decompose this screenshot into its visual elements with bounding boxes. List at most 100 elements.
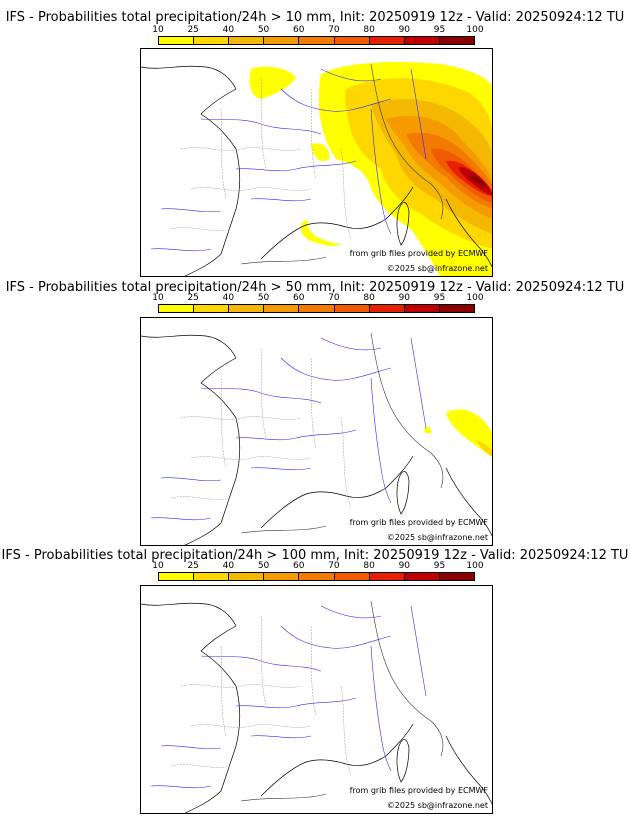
legend-tick: 80 <box>363 25 375 35</box>
legend-swatch <box>229 573 265 580</box>
italy-coast <box>445 467 492 537</box>
river <box>150 517 212 521</box>
corsica-coast <box>396 739 410 783</box>
river <box>320 337 382 351</box>
legend-swatch <box>439 305 474 312</box>
legend-tick: 90 <box>398 561 411 571</box>
river <box>370 645 392 772</box>
legend-swatch <box>159 305 195 312</box>
river <box>200 118 322 135</box>
italy-coast <box>445 735 492 805</box>
legend-tick: 50 <box>257 293 270 303</box>
legend-ticks: 10 25 40 50 60 70 80 90 95 100 <box>152 25 483 35</box>
legend-tick: 90 <box>398 293 411 303</box>
river <box>235 429 357 441</box>
legend-swatch <box>194 305 230 312</box>
rivers <box>150 68 427 252</box>
river <box>320 68 382 82</box>
coastline-mediterranean <box>260 723 414 797</box>
border <box>170 496 232 500</box>
border <box>260 78 267 170</box>
country-border <box>370 600 444 757</box>
legend-tick: 70 <box>328 25 340 35</box>
river <box>410 337 427 429</box>
border <box>170 227 232 231</box>
border <box>190 187 312 191</box>
probability-map: from grib files provided by ECMWF ©2025 … <box>140 317 493 546</box>
legend-tick: 60 <box>293 561 305 571</box>
border <box>220 377 227 469</box>
legend-tick: 100 <box>466 293 484 303</box>
legend-tick: 70 <box>328 561 340 571</box>
border <box>310 625 317 717</box>
legend-tick: 10 <box>152 293 164 303</box>
legend-swatch <box>229 37 265 44</box>
border <box>170 764 232 768</box>
coastline <box>141 65 241 276</box>
river <box>370 108 392 235</box>
panel-title: IFS - Probabilities total precipitation/… <box>5 280 625 295</box>
legend-tick: 25 <box>187 293 199 303</box>
panel-50mm: IFS - Probabilities total precipitation/… <box>5 280 625 546</box>
river <box>410 68 427 160</box>
coastline <box>141 602 241 813</box>
prob-area-10 <box>424 426 432 434</box>
legend-swatch <box>299 573 335 580</box>
border <box>180 416 302 420</box>
border <box>190 456 312 460</box>
river <box>235 160 357 172</box>
prob-area-10 <box>249 66 296 99</box>
country-border <box>370 63 444 220</box>
legend-swatch <box>404 573 440 580</box>
legend-tick: 40 <box>222 293 235 303</box>
prob-area-10 <box>311 143 330 162</box>
legend-tick: 10 <box>152 561 164 571</box>
italy-coast <box>445 198 492 268</box>
border <box>310 357 317 449</box>
legend-color-bar <box>158 36 475 45</box>
legend-swatch <box>159 573 195 580</box>
border <box>190 724 312 728</box>
panel-title: IFS - Probabilities total precipitation/… <box>5 10 625 25</box>
probability-shading <box>424 409 492 457</box>
corsica-coast <box>396 202 410 246</box>
legend-ticks: 10 25 40 50 60 70 80 90 95 100 <box>152 561 483 571</box>
legend-tick: 25 <box>187 561 199 571</box>
river <box>160 745 222 749</box>
legend-tick: 70 <box>328 293 340 303</box>
legend-swatch <box>334 305 370 312</box>
color-legend: 10 25 40 50 60 70 80 90 95 100 <box>152 293 484 315</box>
border <box>340 148 352 240</box>
legend-ticks: 10 25 40 50 60 70 80 90 95 100 <box>152 293 483 303</box>
legend-tick: 95 <box>433 561 446 571</box>
probability-shading <box>249 62 492 276</box>
border <box>340 417 352 509</box>
legend-swatch <box>229 305 265 312</box>
legend-swatch <box>194 37 230 44</box>
legend-tick: 50 <box>257 561 270 571</box>
river <box>150 785 212 789</box>
coastline <box>141 334 241 545</box>
legend-swatch <box>194 573 230 580</box>
legend-swatch <box>369 573 405 580</box>
border <box>340 685 352 777</box>
legend-tick: 100 <box>466 561 484 571</box>
border <box>180 147 302 151</box>
coastline-mediterranean <box>260 455 414 529</box>
legend-tick: 80 <box>363 561 375 571</box>
legend-swatch <box>404 37 440 44</box>
legend-swatch <box>439 37 474 44</box>
river <box>235 697 357 709</box>
data-source-credit: from grib files provided by ECMWF <box>349 249 488 258</box>
legend-swatch <box>334 573 370 580</box>
river <box>160 208 222 212</box>
admin-borders <box>170 615 352 777</box>
legend-tick: 60 <box>293 25 305 35</box>
copyright-credit: ©2025 sb@infrazone.net <box>386 533 488 542</box>
legend-swatch <box>159 37 195 44</box>
legend-color-bar <box>158 304 475 313</box>
country-border <box>240 256 327 265</box>
country-border <box>240 793 327 802</box>
country-border <box>370 332 444 489</box>
